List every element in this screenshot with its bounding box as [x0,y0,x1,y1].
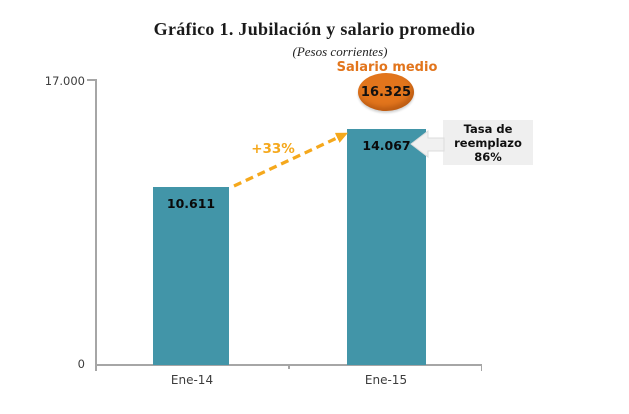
x-axis-tick-middle [288,364,290,369]
y-axis-line [95,79,97,365]
x-tick-label-ene-15: Ene-15 [364,373,408,387]
tasa-reemplazo-callout: Tasa de reemplazo 86% [443,120,533,165]
y-axis-tick-17000 [87,79,95,81]
bar-ene-15: 14.067 [347,129,426,365]
x-axis-tick-right [480,364,482,371]
chart-subtitle: (Pesos corrientes) [292,44,388,59]
salario-medio-value: 16.325 [360,84,412,100]
chart-title: Gráfico 1. Jubilación y salario promedio [153,19,476,39]
callout-line-2: reemplazo [454,135,522,150]
bar-value-label-ene-15: 14.067 [362,138,411,153]
growth-percent-label: +33% [251,141,295,157]
x-axis-tick-left [95,364,97,371]
callout-line-3: 86% [474,149,502,164]
callout-line-1: Tasa de [463,121,513,136]
x-tick-label-ene-14: Ene-14 [170,373,214,387]
y-tick-label-17000: 17.000 [44,74,85,88]
salario-medio-circle: 16.325 [358,73,414,111]
salario-medio-label: Salario medio [336,60,438,75]
bar-value-label-ene-14: 10.611 [166,196,216,211]
y-tick-label-0: 0 [77,357,85,371]
bar-ene-14: 10.611 [153,187,229,365]
